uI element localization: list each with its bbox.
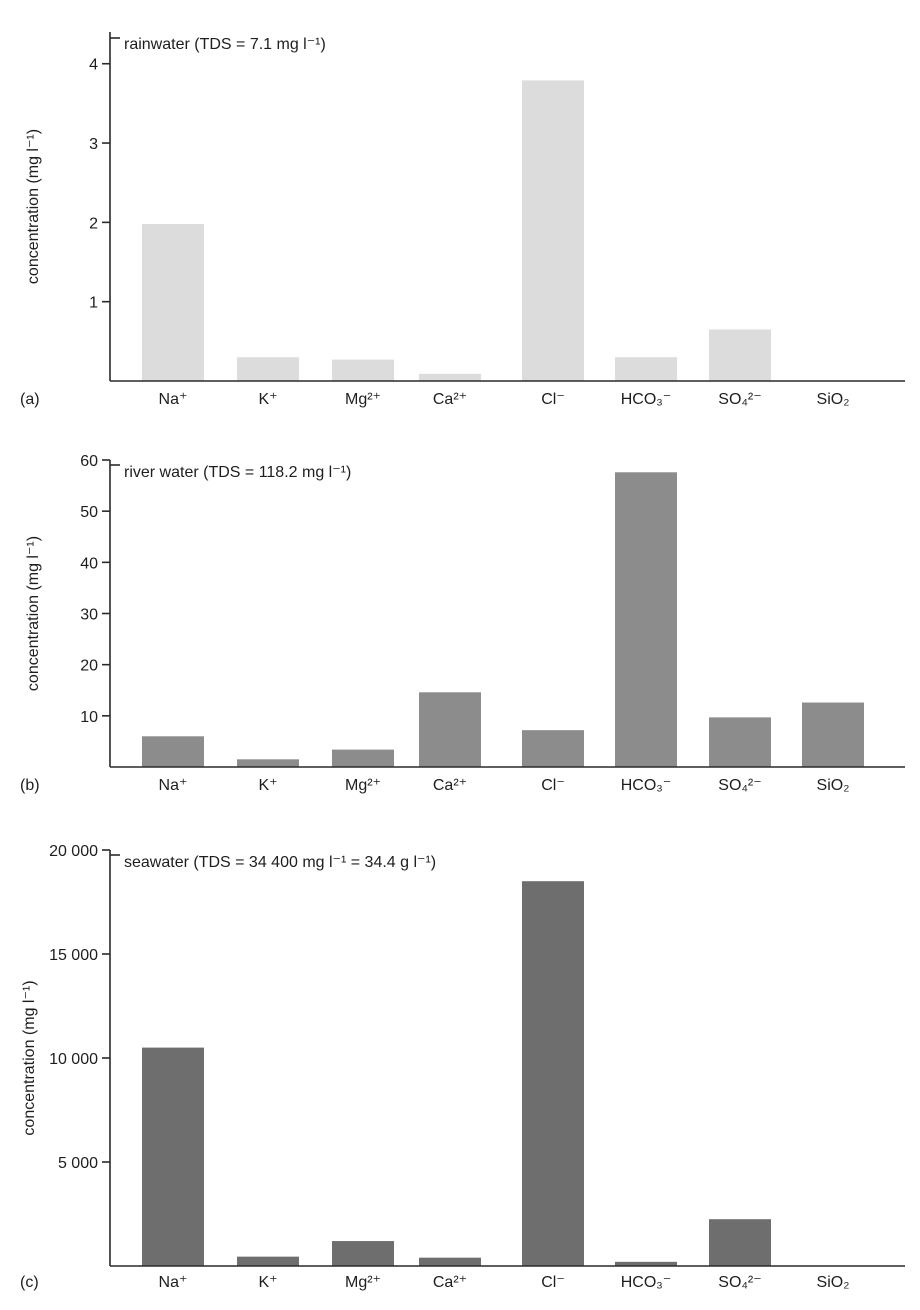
rainwater-category-label-0: Na⁺ [159,391,188,408]
rainwater-y-axis-label: concentration (mg l⁻¹) [25,129,42,284]
river-water-bar-2 [332,749,394,767]
rainwater-bar-5 [615,357,677,381]
rainwater-bar-3 [419,373,481,381]
rainwater-panel-label: (a) [20,391,40,408]
river-water-category-label-3: Ca²⁺ [433,777,467,794]
rainwater-category-label-2: Mg²⁺ [345,391,381,408]
rainwater-ytick-label-2: 3 [89,136,98,153]
river-water-bar-5 [615,472,677,767]
seawater-category-label-2: Mg²⁺ [345,1274,381,1291]
rainwater-bar-1 [237,357,299,381]
river-water-bar-1 [237,759,299,767]
river-water-title: river water (TDS = 118.2 mg l⁻¹) [124,464,351,481]
river-water-category-label-4: Cl⁻ [541,777,565,794]
seawater-bar-5 [615,1261,677,1266]
seawater-category-label-7: SiO₂ [817,1274,850,1291]
seawater-bar-4 [522,881,584,1266]
river-water-bar-7 [802,702,864,767]
river-water-category-label-7: SiO₂ [817,777,850,794]
rainwater-category-label-5: HCO₃⁻ [621,391,672,408]
rainwater-bar-6 [709,329,771,381]
rainwater-category-label-6: SO₄²⁻ [718,391,761,408]
rainwater-ytick-label-3: 4 [89,57,98,74]
panel-rainwater: 1 2 3 4 Na⁺ K⁺ Mg²⁺ Ca²⁺ Cl⁻ HCO₃⁻ SO₄²⁻ SiO₂ rainwa… [20,32,905,408]
river-water-ytick-label-1: 20 [80,658,98,675]
seawater-category-label-0: Na⁺ [159,1274,188,1291]
panel-river-water: 10 20 30 40 50 60 Na⁺ K⁺ Mg²⁺ Ca²⁺ Cl⁻ HCO₃⁻ SO₄²⁻ Si… [20,453,905,794]
seawater-category-label-5: HCO₃⁻ [621,1274,672,1291]
rainwater-category-label-4: Cl⁻ [541,391,565,408]
river-water-ytick-label-5: 60 [80,453,98,470]
river-water-panel-label: (b) [20,777,40,794]
river-water-bar-0 [142,736,204,767]
river-water-category-label-6: SO₄²⁻ [718,777,761,794]
river-water-bar-6 [709,717,771,767]
rainwater-category-label-1: K⁺ [258,391,277,408]
rainwater-bar-0 [142,223,204,381]
seawater-y-axis-label: concentration (mg l⁻¹) [21,980,38,1135]
seawater-title: seawater (TDS = 34 400 mg l⁻¹ = 34.4 g l… [124,854,436,871]
river-water-bar-3 [419,692,481,767]
river-water-category-label-0: Na⁺ [159,777,188,794]
river-water-category-label-1: K⁺ [258,777,277,794]
river-water-bar-4 [522,730,584,767]
panel-seawater: 5 000 10 000 15 000 20 000 Na⁺ K⁺ Mg²⁺ Ca²⁺ Cl⁻ H… [20,843,905,1291]
seawater-category-label-1: K⁺ [258,1274,277,1291]
river-water-category-label-5: HCO₃⁻ [621,777,672,794]
seawater-category-label-6: SO₄²⁻ [718,1274,761,1291]
seawater-ytick-label-0: 5 000 [58,1155,98,1172]
seawater-category-label-4: Cl⁻ [541,1274,565,1291]
seawater-bar-2 [332,1241,394,1266]
seawater-bar-6 [709,1219,771,1266]
seawater-bar-1 [237,1256,299,1266]
seawater-ytick-label-3: 20 000 [49,843,98,860]
seawater-ytick-label-1: 10 000 [49,1051,98,1068]
seawater-bar-0 [142,1047,204,1266]
river-water-y-axis-label: concentration (mg l⁻¹) [25,536,42,691]
river-water-ytick-label-3: 40 [80,555,98,572]
seawater-panel-label: (c) [20,1274,39,1291]
rainwater-ytick-label-0: 1 [89,295,98,312]
seawater-category-label-3: Ca²⁺ [433,1274,467,1291]
seawater-ytick-label-2: 15 000 [49,947,98,964]
seawater-bar-3 [419,1257,481,1266]
rainwater-bar-2 [332,359,394,381]
rainwater-title: rainwater (TDS = 7.1 mg l⁻¹) [124,36,326,53]
river-water-ytick-label-0: 10 [80,709,98,726]
river-water-ytick-label-2: 30 [80,607,98,624]
rainwater-category-label-3: Ca²⁺ [433,391,467,408]
river-water-category-label-2: Mg²⁺ [345,777,381,794]
rainwater-bar-4 [522,80,584,381]
river-water-ytick-label-4: 50 [80,504,98,521]
rainwater-ytick-label-1: 2 [89,215,98,232]
rainwater-category-label-7: SiO₂ [817,391,850,408]
